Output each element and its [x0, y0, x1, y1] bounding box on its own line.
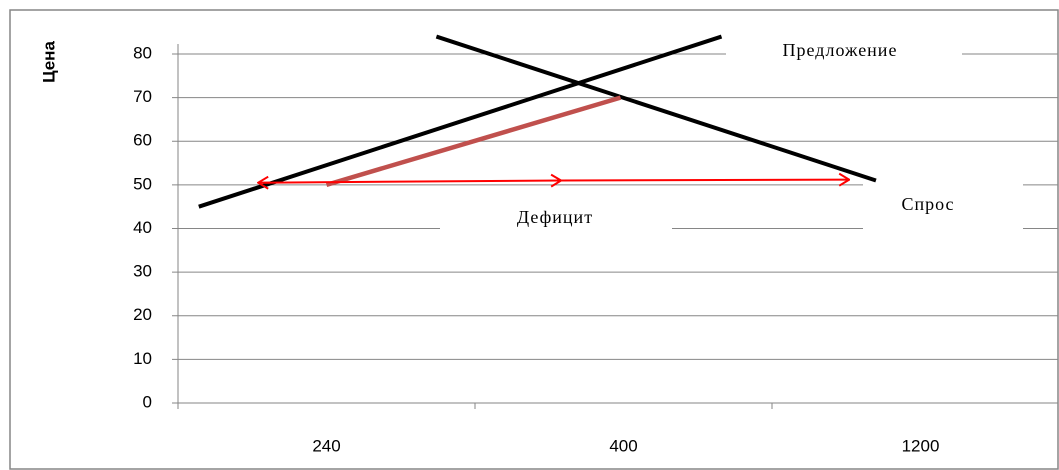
series-line-1	[435, 34, 877, 183]
xtick-label-240: 240	[312, 436, 340, 455]
deficit-arrow-right	[561, 180, 849, 181]
ytick-label-20: 20	[133, 305, 152, 324]
deficit-arrow-left	[258, 181, 561, 183]
ytick-label-30: 30	[133, 262, 152, 281]
series-line-2	[325, 95, 622, 188]
demand-label: Спрос	[901, 194, 954, 214]
y-tick-labels: 0 10 20 30 40 50 60 70 80	[133, 43, 152, 411]
ytick-label-60: 60	[133, 131, 152, 150]
y-axis-label: Цена	[39, 41, 58, 83]
ytick-label-40: 40	[133, 218, 152, 237]
ytick-label-50: 50	[133, 174, 152, 193]
series-line-0	[198, 34, 723, 209]
ytick-label-80: 80	[133, 43, 152, 62]
supply-label-box	[726, 28, 962, 70]
deficit-label: Дефицит	[517, 207, 593, 227]
x-tick-labels: 240 400 1200	[312, 436, 939, 455]
ytick-label-10: 10	[133, 349, 152, 368]
ytick-label-70: 70	[133, 87, 152, 106]
deficit-label-box	[440, 192, 672, 240]
chart-border	[9, 9, 1059, 470]
ytick-label-0: 0	[143, 392, 152, 411]
demand-label-box	[863, 183, 1023, 231]
xtick-label-400: 400	[609, 436, 637, 455]
series	[198, 34, 877, 209]
axes	[172, 44, 1058, 409]
supply-label: Предложение	[783, 40, 898, 60]
xtick-label-1200: 1200	[902, 436, 940, 455]
